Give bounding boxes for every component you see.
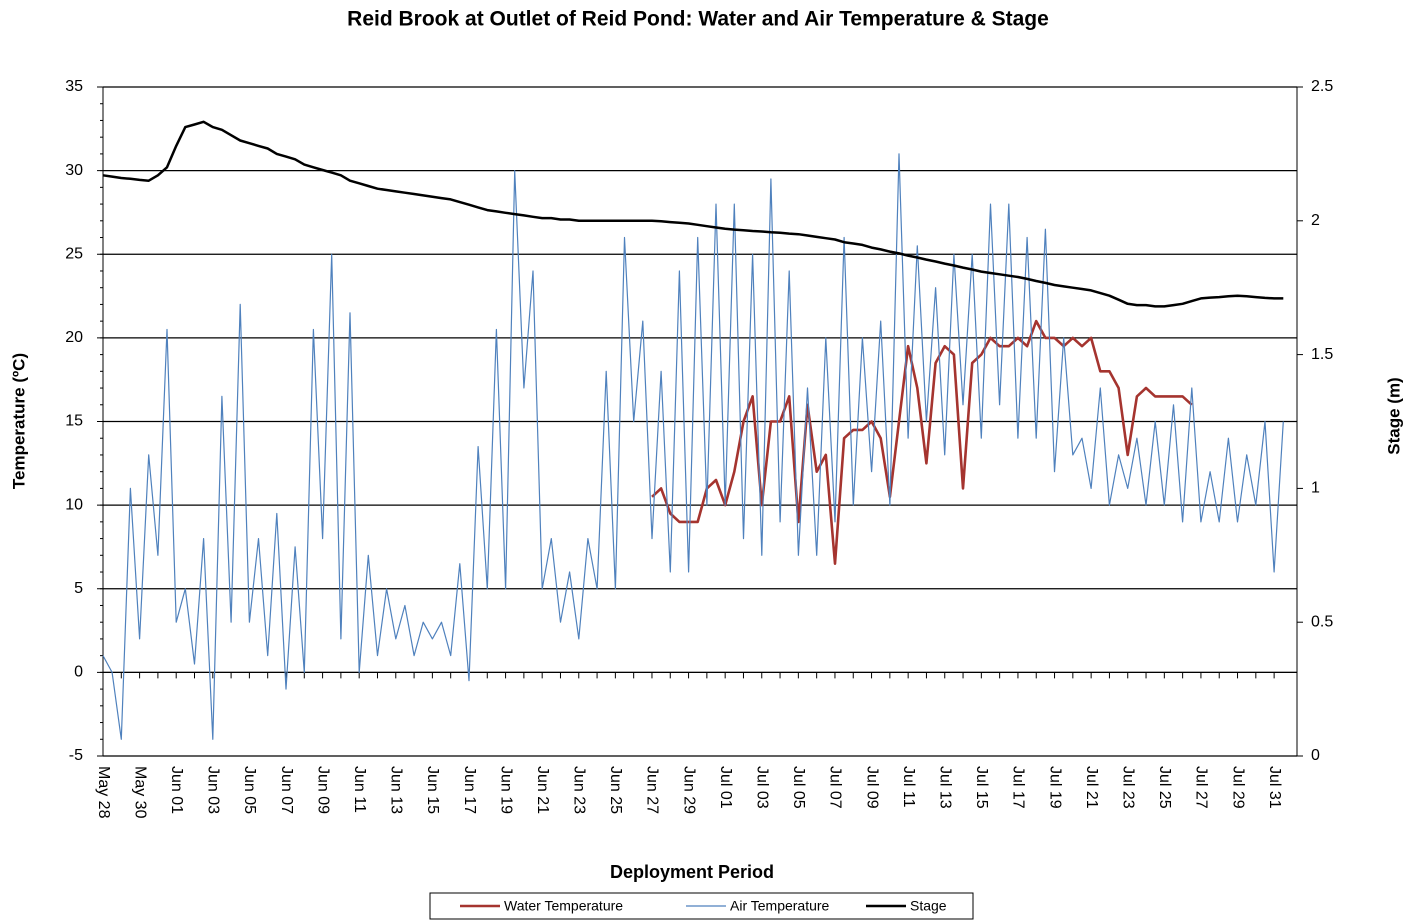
- x-tick-label: Jun 21: [534, 766, 551, 814]
- x-tick-label: Jun 27: [644, 766, 661, 814]
- y2-tick-label: 0: [1311, 747, 1320, 764]
- x-tick-label: Jun 07: [278, 766, 295, 814]
- y-axis-title: Temperature (ºC): [9, 353, 28, 489]
- x-tick-label: Jul 17: [1010, 766, 1027, 809]
- x-tick-label: May 28: [95, 766, 112, 819]
- x-tick-label: Jun 01: [168, 766, 185, 814]
- legend-label: Air Temperature: [730, 898, 830, 914]
- y2-tick-label: 2.5: [1311, 78, 1333, 95]
- y-tick-label: 10: [65, 496, 83, 513]
- series-line: [102, 153, 1284, 740]
- x-axis-title: Deployment Period: [610, 862, 774, 882]
- x-tick-label: Jun 09: [314, 766, 331, 814]
- legend-label: Stage: [910, 898, 947, 914]
- x-tick-label: Jul 09: [863, 766, 880, 809]
- x-tick-label: Jul 31: [1266, 766, 1283, 809]
- x-tick-label: Jun 15: [424, 766, 441, 814]
- x-tick-label: Jun 23: [571, 766, 588, 814]
- x-tick-label: Jul 29: [1229, 766, 1246, 809]
- x-tick-label: Jun 13: [388, 766, 405, 814]
- x-tick-label: Jul 23: [1120, 766, 1137, 809]
- y2-tick-label: 1.5: [1311, 346, 1333, 363]
- x-tick-label: Jun 11: [351, 766, 368, 813]
- x-tick-label: Jun 03: [205, 766, 222, 814]
- y2-tick-label: 1: [1311, 480, 1320, 497]
- x-tick-label: Jul 11: [900, 766, 917, 808]
- y-tick-label: 20: [65, 329, 83, 346]
- y-tick-label: 0: [74, 664, 83, 681]
- x-tick-label: Jun 17: [461, 766, 478, 814]
- y-tick-label: 5: [74, 580, 83, 597]
- x-tick-label: Jun 05: [241, 766, 258, 814]
- series-line: [651, 319, 1193, 565]
- y-tick-label: 30: [65, 162, 83, 179]
- legend-label: Water Temperature: [504, 898, 623, 914]
- y-tick-label: 15: [65, 413, 83, 430]
- x-tick-label: Jun 19: [497, 766, 514, 814]
- y2-axis-title: Stage (m): [1384, 377, 1403, 454]
- x-tick-label: Jul 27: [1193, 766, 1210, 809]
- y2-tick-label: 2: [1311, 212, 1320, 229]
- x-tick-label: Jul 07: [827, 766, 844, 809]
- x-tick-label: Jul 05: [790, 766, 807, 809]
- y2-tick-label: 0.5: [1311, 613, 1333, 630]
- x-tick-label: Jun 25: [607, 766, 624, 814]
- x-tick-label: Jul 03: [754, 766, 771, 809]
- y-tick-label: 35: [65, 78, 83, 95]
- x-tick-label: Jul 21: [1083, 766, 1100, 809]
- x-tick-label: Jul 15: [973, 766, 990, 809]
- chart-title: Reid Brook at Outlet of Reid Pond: Water…: [347, 8, 1049, 31]
- y-tick-label: -5: [69, 747, 83, 764]
- x-tick-label: Jun 29: [680, 766, 697, 814]
- x-tick-label: Jul 25: [1156, 766, 1173, 809]
- x-tick-label: Jul 13: [937, 766, 954, 809]
- y-tick-label: 25: [65, 245, 83, 262]
- x-tick-label: Jul 01: [717, 766, 734, 809]
- x-tick-label: May 30: [131, 766, 148, 819]
- series-line: [102, 120, 1284, 308]
- x-tick-label: Jul 19: [1046, 766, 1063, 809]
